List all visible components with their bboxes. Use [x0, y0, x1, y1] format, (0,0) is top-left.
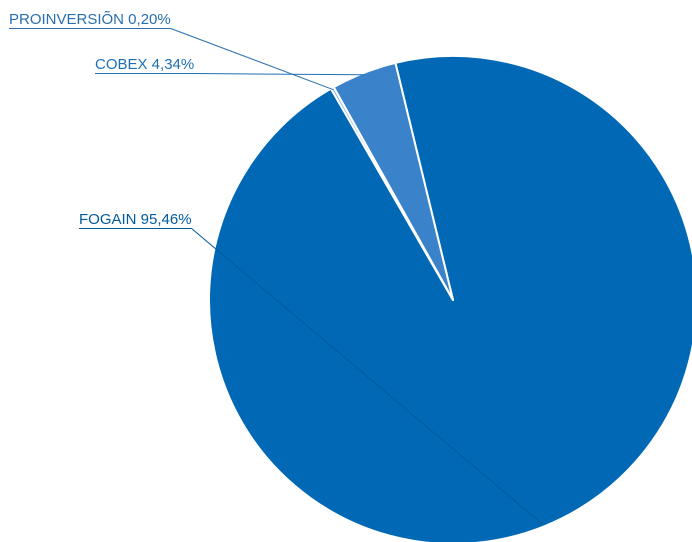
leader-line-proinversi-n	[170, 28, 334, 91]
slice-label-cobex: COBEX 4,34%	[95, 56, 194, 73]
slice-label-fogain: FOGAIN 95,46%	[79, 211, 192, 228]
slice-label-group-fogain: FOGAIN 95,46%	[79, 211, 192, 229]
pie-slices	[208, 55, 692, 542]
leader-lines	[170, 28, 544, 526]
slice-label-proinversion: PROINVERSIÕN 0,20%	[9, 11, 171, 28]
pie-slice-fogain	[208, 55, 692, 542]
slice-label-group-proinversion: PROINVERSIÕN 0,20%	[9, 11, 171, 29]
leader-line-fogain	[191, 228, 544, 526]
leader-line-cobex	[194, 73, 365, 76]
slice-label-group-cobex: COBEX 4,34%	[95, 56, 195, 74]
